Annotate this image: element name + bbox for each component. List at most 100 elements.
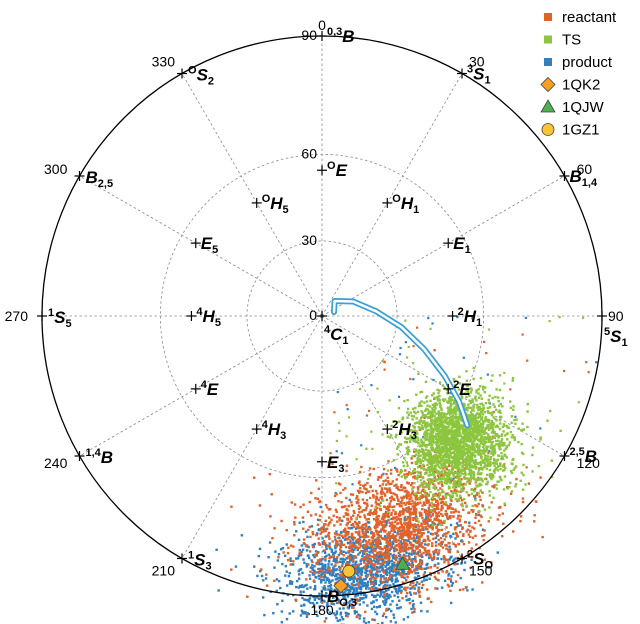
data-point (443, 421, 447, 424)
data-point (456, 499, 459, 503)
data-point (501, 512, 504, 515)
data-point (375, 521, 379, 524)
data-point (447, 443, 451, 447)
data-point (489, 516, 492, 519)
data-point (487, 520, 490, 523)
data-point (419, 601, 423, 604)
data-point (447, 454, 450, 458)
data-point (297, 586, 301, 589)
data-point (348, 585, 352, 589)
data-point (497, 436, 500, 439)
data-point (408, 567, 412, 571)
data-point (439, 536, 443, 540)
data-point (520, 515, 523, 518)
data-point (470, 389, 473, 392)
data-point (323, 549, 327, 552)
data-point (399, 556, 403, 560)
data-point (388, 502, 391, 506)
data-point (447, 471, 450, 474)
data-point (467, 418, 470, 421)
data-point (339, 551, 342, 555)
data-point (490, 561, 493, 564)
data-point (455, 436, 458, 439)
data-point (446, 492, 449, 495)
data-point (393, 530, 396, 533)
data-point (431, 544, 434, 548)
data-point (481, 423, 484, 427)
data-point (324, 617, 328, 620)
data-point (343, 528, 347, 532)
data-point (387, 587, 390, 591)
data-point (321, 562, 324, 566)
data-point (394, 512, 398, 516)
data-point (381, 517, 385, 521)
data-point (437, 391, 440, 395)
data-point (333, 532, 337, 535)
data-point (382, 612, 386, 615)
data-point (419, 461, 422, 464)
data-point (488, 394, 491, 397)
data-point (383, 487, 387, 490)
data-point (319, 532, 322, 535)
data-point (493, 436, 497, 440)
data-point (338, 593, 341, 596)
data-point (328, 566, 331, 570)
data-point (426, 494, 429, 498)
data-point (465, 504, 468, 507)
data-point (394, 621, 397, 624)
data-point (474, 397, 477, 400)
data-point (328, 542, 331, 545)
data-point (350, 550, 354, 553)
data-point (421, 476, 425, 480)
data-point (475, 450, 478, 453)
data-point (410, 461, 414, 465)
data-point (335, 610, 339, 613)
data-point (392, 582, 395, 586)
data-point (357, 543, 361, 546)
data-point (453, 399, 456, 402)
data-point (341, 534, 344, 538)
data-point (359, 587, 363, 591)
data-point (461, 483, 464, 486)
data-point (429, 515, 433, 518)
data-point (404, 341, 407, 344)
data-point (456, 457, 459, 460)
data-point (431, 434, 434, 438)
data-point (338, 607, 341, 610)
data-point (390, 535, 394, 538)
data-point (375, 574, 378, 577)
data-point (475, 484, 478, 487)
data-point (349, 539, 352, 542)
data-point (451, 491, 454, 495)
data-point (460, 472, 463, 475)
data-point (293, 534, 296, 537)
data-point (400, 510, 403, 513)
data-point (459, 524, 462, 527)
data-point (423, 489, 427, 493)
data-point (457, 476, 461, 479)
data-point (344, 601, 347, 605)
data-point (417, 537, 421, 541)
data-point (286, 551, 290, 555)
data-point (348, 549, 352, 552)
data-point (359, 526, 362, 530)
data-point (329, 580, 332, 583)
data-point (289, 580, 292, 583)
data-point (349, 546, 353, 549)
data-point (438, 453, 441, 456)
data-point (412, 472, 415, 475)
data-point (346, 615, 349, 618)
data-point (261, 596, 265, 599)
data-point (336, 556, 339, 559)
data-point (413, 592, 416, 595)
data-point (486, 482, 489, 486)
data-point (458, 588, 462, 592)
data-point (396, 470, 399, 473)
data-point (395, 557, 398, 560)
data-point (474, 534, 477, 538)
data-point (413, 549, 417, 553)
data-point (435, 531, 439, 535)
data-point (359, 544, 363, 548)
data-point (380, 487, 384, 490)
data-point (338, 567, 342, 571)
